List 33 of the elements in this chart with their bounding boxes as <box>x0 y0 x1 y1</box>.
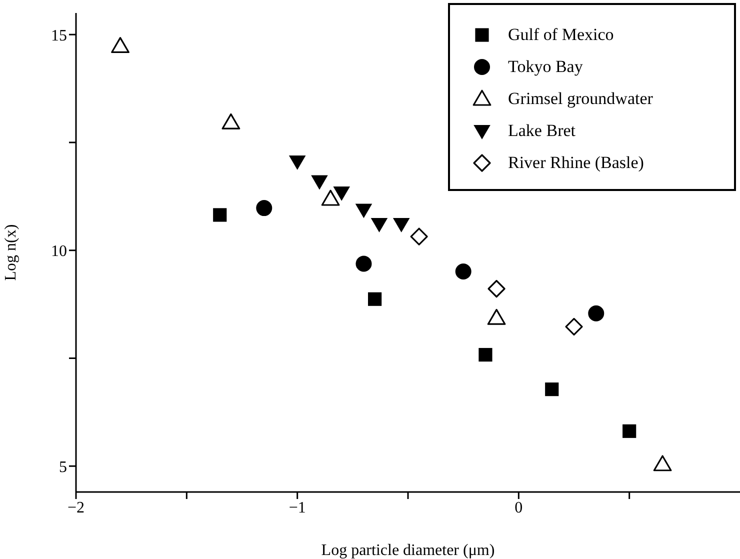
x-tick-label: 0 <box>514 499 523 516</box>
y-tick-label: 15 <box>51 27 67 44</box>
x-tick-label: −2 <box>67 499 85 516</box>
legend-label: Lake Bret <box>508 121 576 141</box>
point <box>565 318 583 336</box>
y-tick-label: 10 <box>51 243 67 260</box>
y-axis-title: Log n(x) <box>2 224 20 281</box>
point <box>356 256 372 272</box>
point <box>333 186 350 201</box>
point <box>311 175 328 190</box>
point <box>588 305 604 322</box>
point <box>545 382 559 396</box>
legend-label: Grimsel groundwater <box>508 89 653 109</box>
point <box>487 308 506 325</box>
legend-label: Tokyo Bay <box>508 57 583 77</box>
legend-label: River Rhine (Basle) <box>508 153 644 173</box>
point <box>370 218 388 232</box>
point <box>488 280 506 298</box>
point <box>478 348 492 362</box>
point <box>256 200 272 216</box>
legend-label: Gulf of Mexico <box>508 25 614 45</box>
point <box>622 424 636 438</box>
point <box>653 455 672 472</box>
point <box>392 218 410 232</box>
point <box>355 204 372 218</box>
x-tick-label: −1 <box>288 499 306 516</box>
point <box>368 292 382 306</box>
point <box>288 155 306 170</box>
y-tick-label: 5 <box>59 458 67 476</box>
x-axis-title: Log particle diameter (μm) <box>321 542 495 559</box>
point <box>455 263 472 280</box>
point <box>213 208 227 222</box>
point <box>410 228 428 246</box>
